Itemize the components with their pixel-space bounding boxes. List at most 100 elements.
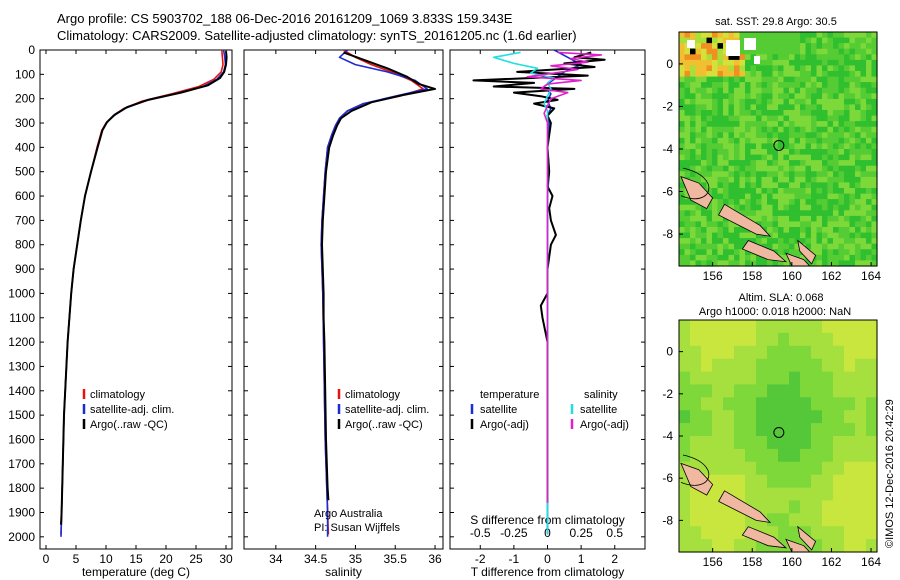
map-cell [701, 243, 708, 250]
map-cell [833, 199, 840, 206]
map-cell [827, 238, 834, 245]
map-cell [838, 32, 845, 39]
map-cell [778, 371, 790, 386]
y-tick-label: -6 [662, 185, 673, 199]
map-cell [690, 221, 697, 228]
map-cell [745, 87, 752, 94]
map-cell [745, 461, 757, 476]
map-cell [750, 165, 757, 172]
map-cell [800, 87, 807, 94]
map-cell [701, 115, 708, 122]
map-cell [816, 115, 823, 122]
map-cell [778, 204, 785, 211]
map-cell [728, 188, 735, 195]
map-cell [778, 320, 790, 334]
map-cell [772, 32, 779, 39]
map-cell [800, 121, 807, 128]
map-cell [717, 132, 724, 139]
map-cell [695, 65, 702, 72]
map-cell [712, 243, 719, 250]
map-cell [695, 176, 702, 184]
map-cell [679, 98, 686, 106]
map-cell [739, 110, 746, 117]
map-cell [712, 32, 719, 39]
map-cell [811, 513, 823, 527]
map-cell [701, 423, 713, 437]
map-cell [717, 32, 724, 39]
map-cell [679, 474, 691, 489]
map-cell [734, 126, 741, 133]
map-cell [761, 260, 768, 267]
map-cell [745, 48, 752, 55]
map-cell [844, 193, 851, 200]
map-cell [811, 154, 818, 161]
map-cell [800, 143, 807, 150]
map-cell [701, 249, 708, 256]
map-cell [761, 65, 768, 72]
map-cell [739, 188, 746, 195]
map-cell [706, 104, 713, 111]
map-cell [717, 43, 724, 50]
map-cell [745, 384, 757, 398]
map-cell [789, 54, 796, 61]
map-cell [805, 121, 812, 128]
map-cell [871, 37, 878, 44]
map-cell [844, 410, 856, 424]
map-cell [739, 160, 746, 167]
map-cell [855, 188, 862, 195]
map-cell [844, 487, 856, 502]
map-cell [772, 65, 779, 72]
map-cell [800, 149, 807, 156]
map-cell [844, 87, 851, 94]
map-cell [866, 65, 873, 72]
map-cell [679, 126, 686, 133]
map-cell [844, 526, 856, 540]
map-cell [838, 238, 845, 245]
reef-contour [680, 167, 710, 200]
legend-label: Argo(..raw -QC) [90, 419, 168, 431]
map-cell [844, 474, 856, 489]
map-cell [800, 137, 807, 145]
temperature-frame [39, 49, 233, 550]
map-cell [783, 132, 790, 139]
map-cell [844, 43, 851, 50]
map-cell [717, 254, 724, 262]
map-cell [833, 539, 845, 553]
map-cell [734, 176, 741, 184]
map-cell [679, 210, 686, 217]
map-cell [805, 48, 812, 55]
map-cell [701, 182, 708, 189]
map-cell [833, 526, 845, 540]
map-cell [800, 176, 807, 184]
map-cell [701, 436, 713, 450]
map-cell [866, 59, 873, 67]
map-cell [860, 48, 867, 55]
map-cell [844, 98, 851, 106]
map-cell [778, 358, 790, 373]
map-cell [734, 54, 741, 61]
annotation-line-1: Argo Australia [314, 508, 383, 520]
map-cell [695, 48, 702, 55]
map-cell [712, 71, 719, 78]
map-cell [745, 204, 752, 211]
map-cell [794, 59, 801, 67]
map-cell [679, 243, 686, 250]
map-cell [750, 59, 757, 67]
map-cell [827, 132, 834, 139]
map-cell [783, 98, 790, 106]
map-cell [855, 249, 862, 256]
map-cell [860, 143, 867, 150]
map-cell [805, 210, 812, 217]
map-cell [805, 260, 812, 267]
map-cell [679, 54, 686, 61]
map-cell [800, 332, 812, 347]
map-cell [838, 221, 845, 228]
map-cell [706, 115, 713, 122]
map-cell [679, 165, 686, 172]
map-cell [800, 71, 807, 78]
map-cell [701, 126, 708, 133]
map-cell [849, 37, 856, 44]
map-cell [811, 188, 818, 195]
map-cell [723, 249, 730, 256]
map-cell [745, 193, 752, 200]
